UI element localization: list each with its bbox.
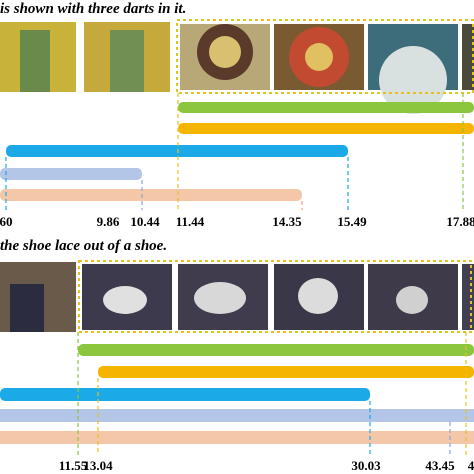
frame [462,264,474,330]
tick-label: 43.45 [425,458,455,473]
highlight-box [176,19,474,94]
dartboard [379,46,447,114]
tick-label: 14.35 [272,214,302,229]
frame-detail [10,284,44,332]
shoe [103,286,147,314]
bar [78,344,474,356]
bar [0,168,142,180]
caption: is shown with three darts in it. [0,1,186,17]
bar [98,366,474,378]
highlight-box [78,260,472,333]
bar [178,123,474,134]
bar [0,189,302,201]
video-frames [0,19,474,114]
caption: the shoe lace out of a shoe. [0,238,167,254]
video-frames [0,260,474,333]
tick-label: 4 [468,458,474,473]
tick-label: 10.44 [130,214,160,229]
tick-label: 9.86 [97,214,120,229]
tick-label: 11.44 [176,214,205,229]
bar [178,102,474,113]
tick-labels: 60 9.86 10.44 11.44 14.35 15.49 17.88 [0,214,474,229]
tick-label: 60 [0,214,13,229]
shoe [298,278,338,314]
frame [462,24,474,90]
bar [0,409,474,422]
shoe [396,286,428,314]
tick-label: 15.49 [337,214,367,229]
bar [0,431,474,444]
dartboard [305,43,333,71]
tick-label: 30.03 [351,458,381,473]
bar [6,145,348,157]
tick-label: 11.55 [59,458,88,473]
shoe [194,282,246,314]
tick-label: 17.88 [446,214,474,229]
frame-detail [110,30,144,92]
tick-label: 13.04 [83,458,113,473]
frame-detail [20,30,50,92]
dartboard [209,36,241,68]
bar [0,388,370,401]
